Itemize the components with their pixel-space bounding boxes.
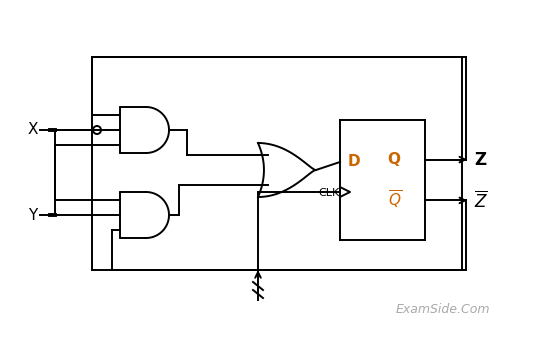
- Text: CLK: CLK: [318, 188, 339, 198]
- Text: D: D: [348, 155, 361, 170]
- Text: $\overline{Z}$: $\overline{Z}$: [474, 190, 488, 211]
- Text: Q: Q: [388, 152, 400, 167]
- Text: Z: Z: [474, 150, 486, 169]
- Text: ExamSide.Com: ExamSide.Com: [395, 303, 490, 316]
- Text: X: X: [28, 122, 39, 137]
- Text: Y: Y: [28, 208, 38, 223]
- Text: $\overline{Q}$: $\overline{Q}$: [388, 189, 402, 211]
